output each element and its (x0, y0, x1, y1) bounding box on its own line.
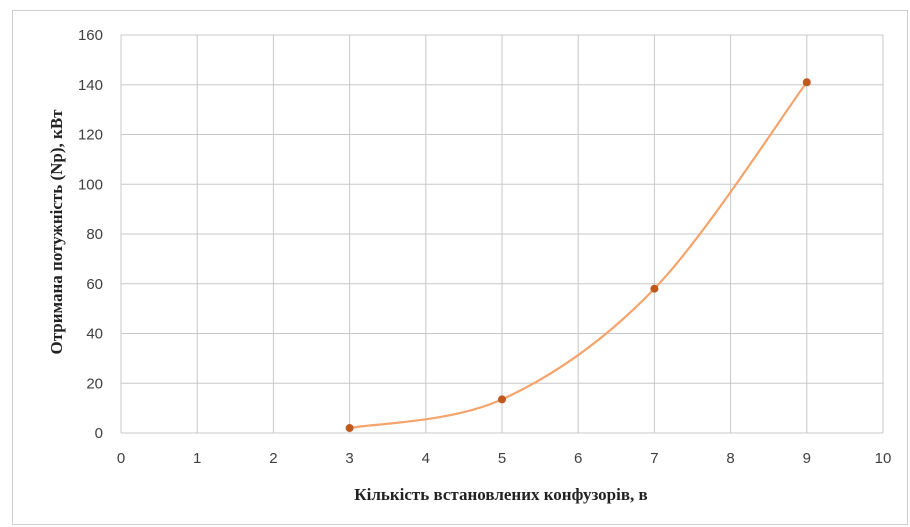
y-tick-label: 80 (86, 226, 103, 243)
x-tick-label: 5 (498, 450, 506, 467)
y-tick-labels: 0 20 40 60 80 100 120 140 160 (78, 27, 103, 442)
grid-lines (120, 34, 884, 434)
x-tick-label: 9 (803, 450, 811, 467)
x-tick-label: 6 (574, 450, 582, 467)
x-tick-label: 8 (726, 450, 734, 467)
x-tick-label: 3 (345, 450, 353, 467)
y-tick-label: 40 (86, 326, 103, 343)
y-tick-label: 20 (86, 375, 103, 392)
x-tick-label: 4 (422, 450, 430, 467)
series-layer (345, 78, 811, 433)
data-point (802, 78, 811, 87)
data-point (498, 395, 506, 404)
y-tick-label: 60 (86, 276, 103, 293)
x-tick-label: 10 (875, 450, 892, 467)
x-tick-label: 1 (193, 450, 201, 467)
chart-frame (12, 10, 908, 525)
x-tick-label: 2 (269, 450, 277, 467)
y-tick-label: 0 (95, 425, 103, 442)
x-tick-label: 0 (117, 450, 125, 467)
x-axis-title: Кількість встановлених конфузорів, в (354, 485, 647, 504)
series-line (349, 81, 808, 430)
y-tick-label: 140 (78, 77, 103, 94)
data-point (650, 284, 659, 293)
y-tick-label: 160 (78, 27, 103, 44)
y-axis-title: Отримана потужність (Np), кВт (47, 109, 66, 355)
y-tick-label: 100 (78, 176, 103, 193)
data-point (345, 424, 354, 433)
x-tick-label: 7 (650, 450, 658, 467)
y-tick-label: 120 (78, 127, 103, 144)
x-tick-labels: 0 1 2 3 4 5 6 7 8 9 10 (117, 450, 892, 467)
